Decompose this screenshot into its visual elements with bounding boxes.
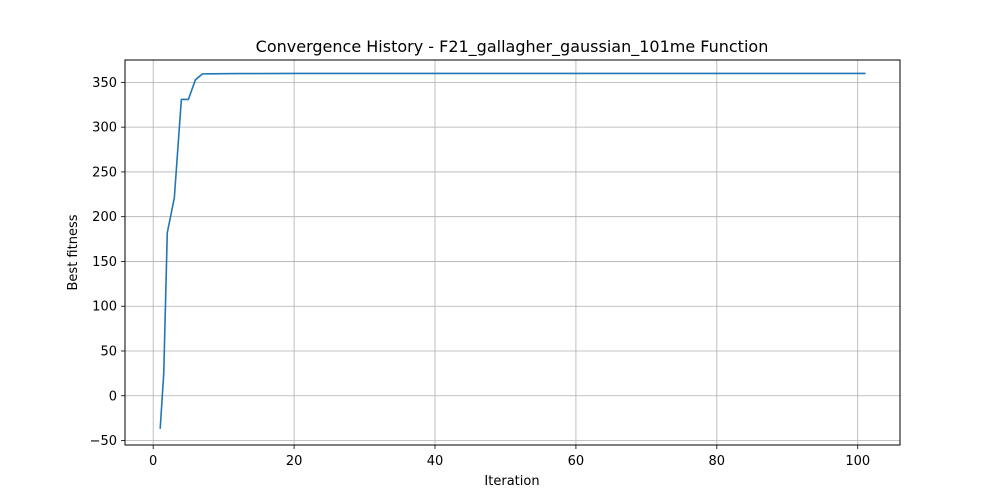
y-tick-label: 50 xyxy=(100,344,117,359)
series-line-best-fitness xyxy=(159,72,866,429)
y-tick-label: 0 xyxy=(109,389,117,404)
grid xyxy=(125,60,900,445)
y-tick-label: 150 xyxy=(92,255,117,270)
y-axis-ticks: −50 0 50 100 150 200 250 300 350 xyxy=(90,76,125,449)
y-tick-label: 200 xyxy=(92,210,117,225)
y-axis-label: Best fitness xyxy=(66,214,81,290)
x-tick-label: 60 xyxy=(568,454,585,469)
x-tick-label: 80 xyxy=(709,454,726,469)
y-tick-label: 250 xyxy=(92,165,117,180)
chart-title: Convergence History - F21_gallagher_gaus… xyxy=(256,37,769,57)
x-tick-label: 0 xyxy=(149,454,157,469)
x-axis-label: Iteration xyxy=(484,474,539,489)
y-tick-label: 100 xyxy=(92,300,117,315)
x-axis-ticks: 0 20 40 60 80 100 xyxy=(149,445,870,469)
y-tick-label: 350 xyxy=(92,76,117,91)
x-tick-label: 100 xyxy=(845,454,870,469)
y-tick-label: −50 xyxy=(90,434,117,449)
x-tick-label: 20 xyxy=(286,454,303,469)
series-layer xyxy=(159,72,866,429)
y-tick-label: 300 xyxy=(92,121,117,136)
x-tick-label: 40 xyxy=(427,454,444,469)
plot-frame xyxy=(124,59,901,446)
